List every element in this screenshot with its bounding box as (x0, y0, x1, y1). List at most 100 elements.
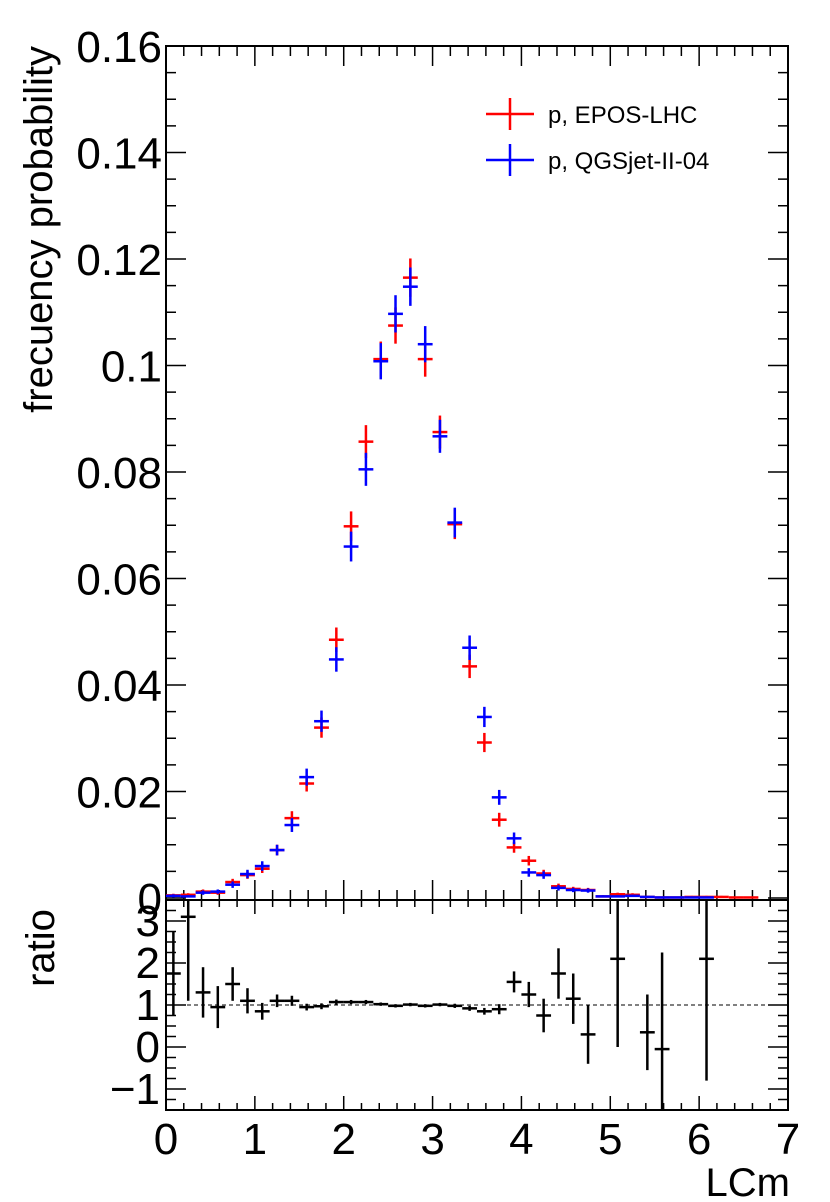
y-tick-label: 0.02 (76, 769, 162, 818)
y-tick-label: 0.1 (101, 343, 162, 392)
ratio-point (580, 1005, 596, 1064)
ratio-point (639, 994, 655, 1071)
ratio-point (402, 1002, 418, 1007)
ratio-point (269, 994, 285, 1008)
data-point (417, 326, 433, 363)
ratio-point (447, 1003, 463, 1008)
y-tick-label: 0.04 (76, 662, 162, 711)
series-qgsjet-ii-04 (165, 267, 714, 899)
data-point (699, 896, 714, 899)
data-point (462, 635, 478, 660)
ratio-point (536, 998, 552, 1033)
ratio-point (654, 952, 670, 1110)
data-point (299, 768, 315, 786)
x-tick-label: 1 (243, 1115, 267, 1164)
x-tick-label: 3 (420, 1115, 444, 1164)
y-tick-label: 0.16 (76, 23, 162, 72)
ratio-point (373, 1002, 389, 1006)
bottom-y-axis-title: ratio (19, 909, 63, 987)
data-point (432, 419, 448, 453)
top-y-axis-title: frecuency probability (17, 46, 61, 413)
y-tick-label: 0.08 (76, 449, 162, 498)
ratio-point (506, 971, 522, 993)
data-point (195, 890, 211, 895)
top-x-ticks (165, 46, 789, 900)
y-tick-label: 1 (136, 981, 160, 1030)
data-point (684, 896, 700, 899)
x-tick-label: 5 (598, 1115, 622, 1164)
ratio-point (210, 986, 226, 1029)
legend-label: p, EPOS-LHC (548, 102, 697, 129)
data-point (240, 869, 255, 879)
y-tick-label: 0 (136, 1023, 160, 1072)
data-point (269, 844, 285, 856)
data-point (536, 871, 552, 879)
data-point (639, 895, 655, 899)
legend: p, EPOS-LHC p, QGSjet-II-04 (486, 98, 709, 176)
data-point (580, 888, 596, 893)
x-tick-label: 7 (776, 1115, 800, 1164)
data-point (358, 452, 374, 486)
y-tick-label: 0.06 (76, 556, 162, 605)
ratio-point (565, 973, 581, 1024)
data-point (713, 895, 729, 899)
ratio-point (491, 1004, 507, 1015)
data-point (254, 861, 270, 871)
ratio-point (343, 999, 359, 1005)
data-point (165, 894, 181, 898)
top-data-points (165, 258, 759, 899)
data-point (654, 896, 670, 899)
series-epos-lhc (165, 258, 759, 899)
data-point (743, 896, 759, 899)
legend-item: p, EPOS-LHC (486, 98, 697, 130)
ratio-point (521, 981, 537, 1008)
y-tick-label: 0 (138, 875, 162, 924)
data-point (388, 295, 403, 333)
data-point (565, 887, 581, 893)
data-point (402, 267, 418, 306)
ratio-point (240, 988, 255, 1014)
x-tick-label: 2 (331, 1115, 355, 1164)
ratio-point (225, 967, 241, 1001)
ratio-point (284, 995, 300, 1006)
data-point (314, 710, 329, 732)
top-y-ticks: 0 0.02 0.04 0.06 0.08 0.1 0.12 0.14 0.16 (76, 23, 788, 924)
y-tick-label: 3 (136, 897, 160, 946)
data-point (180, 895, 196, 898)
data-point (610, 895, 626, 898)
ratio-point (180, 900, 196, 1001)
ratio-point (476, 1007, 492, 1015)
data-point (506, 832, 522, 845)
y-tick-label: −1 (110, 1065, 160, 1114)
data-point (491, 812, 507, 827)
ratio-point (165, 931, 181, 1016)
x-axis-title: LCm (706, 1161, 790, 1202)
ratio-data-points (165, 900, 714, 1110)
data-point (551, 885, 566, 891)
x-tick-label: 6 (687, 1115, 711, 1164)
data-point (491, 789, 507, 805)
ratio-point (551, 948, 566, 999)
ratio-point (299, 1003, 315, 1011)
data-point (595, 895, 611, 898)
y-tick-label: 0.14 (76, 130, 162, 179)
data-point (728, 896, 744, 899)
data-point (521, 868, 537, 877)
ratio-point (358, 999, 374, 1005)
data-point (373, 343, 389, 380)
x-tick-label: 4 (509, 1115, 533, 1164)
ratio-point (254, 1002, 270, 1020)
y-tick-label: 2 (136, 939, 160, 988)
ratio-point (195, 967, 211, 1018)
data-point (447, 507, 463, 538)
y-tick-label: 0.12 (76, 236, 162, 285)
data-point (358, 425, 374, 459)
bottom-x-ticks: 0 1 2 3 4 5 6 7 (154, 900, 800, 1164)
data-point (328, 647, 344, 672)
data-point (476, 732, 492, 753)
data-point (343, 531, 359, 562)
ratio-point (699, 900, 714, 1081)
data-point (210, 889, 226, 894)
